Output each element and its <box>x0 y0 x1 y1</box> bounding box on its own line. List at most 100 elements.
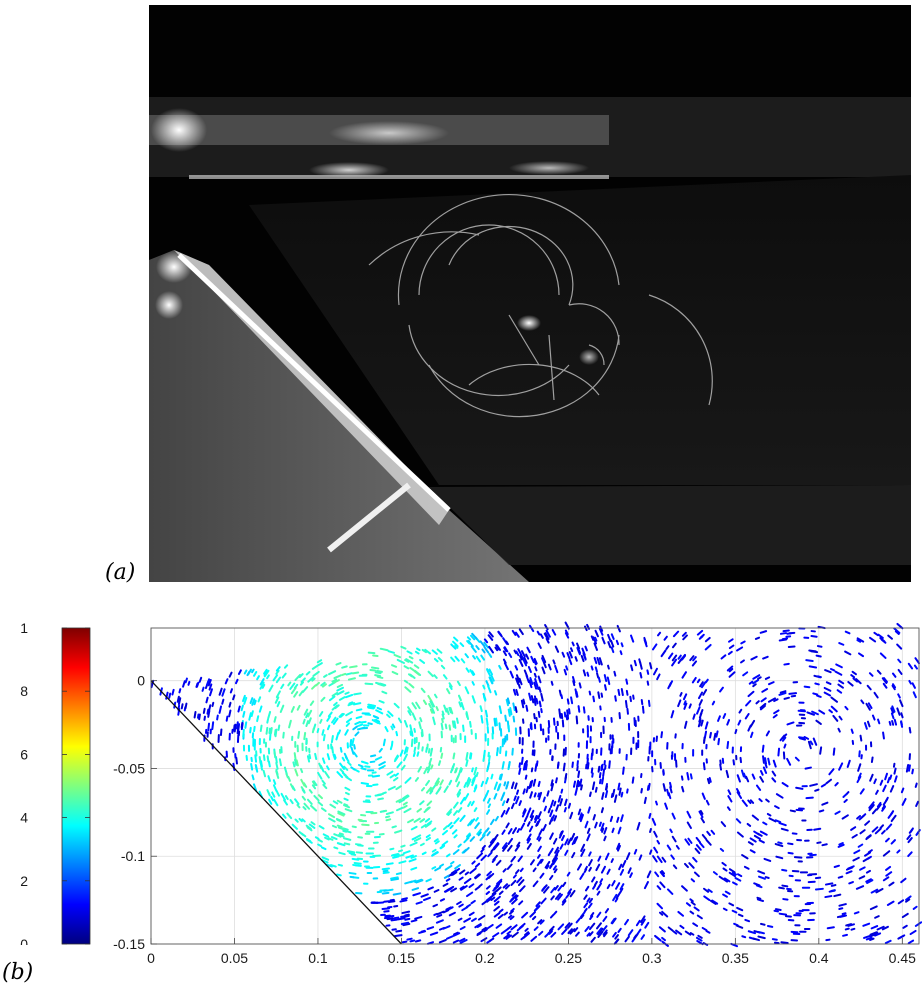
velocity-vector <box>501 800 506 807</box>
velocity-vector <box>616 624 621 633</box>
velocity-vector <box>890 712 895 720</box>
velocity-vector <box>839 914 848 918</box>
velocity-vector <box>323 674 328 678</box>
velocity-vector <box>307 717 312 725</box>
velocity-field-plot: 0 0.05 0.1 0.15 0.2 0.25 0.3 0.35 0.4 0.45 0-0.05… <box>113 621 922 966</box>
velocity-vector <box>306 755 311 763</box>
velocity-vector <box>563 668 568 676</box>
velocity-vector <box>386 917 394 921</box>
velocity-vector <box>460 658 466 664</box>
velocity-vector <box>461 906 469 912</box>
velocity-vector <box>328 817 336 823</box>
velocity-vector <box>409 939 416 943</box>
velocity-vector <box>240 721 244 729</box>
velocity-vector <box>905 763 910 773</box>
velocity-vector <box>777 841 783 845</box>
velocity-vector <box>494 646 499 652</box>
velocity-vector <box>868 801 875 809</box>
velocity-vector <box>274 755 278 764</box>
velocity-vector <box>337 812 345 817</box>
velocity-vector <box>393 755 399 763</box>
velocity-vector <box>506 798 510 804</box>
velocity-vector <box>759 704 766 711</box>
velocity-vector <box>237 705 241 713</box>
velocity-vector <box>453 867 461 874</box>
velocity-vector <box>497 783 502 791</box>
velocity-vector <box>908 726 912 734</box>
velocity-vector <box>671 654 678 662</box>
velocity-vector <box>287 775 291 782</box>
velocity-vector <box>435 919 444 924</box>
velocity-vector <box>866 720 871 728</box>
velocity-vector <box>711 700 716 706</box>
velocity-vector <box>852 856 860 862</box>
velocity-vector <box>526 837 531 844</box>
velocity-vector <box>330 735 334 744</box>
velocity-vector <box>905 895 912 901</box>
velocity-vector <box>577 808 582 816</box>
velocity-vector <box>570 832 576 841</box>
velocity-vector <box>529 677 534 685</box>
velocity-vector <box>187 680 191 686</box>
velocity-vector <box>487 634 494 641</box>
velocity-vector <box>273 750 277 759</box>
velocity-vector <box>376 706 383 711</box>
velocity-vector <box>375 718 381 723</box>
velocity-vector <box>399 749 404 757</box>
velocity-vector <box>557 794 562 803</box>
velocity-vector <box>311 780 317 787</box>
velocity-vector <box>869 636 877 643</box>
velocity-vector <box>425 837 432 842</box>
velocity-vector <box>630 634 635 643</box>
velocity-vector <box>403 794 409 799</box>
velocity-vector <box>569 811 574 820</box>
velocity-vector <box>899 699 904 708</box>
velocity-vector <box>750 655 758 661</box>
velocity-vector <box>914 921 922 927</box>
velocity-vector <box>321 779 326 785</box>
panel-b-label: (b) <box>2 960 34 985</box>
velocity-vector <box>208 683 213 691</box>
velocity-vector <box>528 780 533 790</box>
velocity-vector <box>823 686 832 692</box>
velocity-vector <box>202 707 206 714</box>
velocity-vector <box>896 643 903 650</box>
velocity-vector <box>350 766 356 771</box>
velocity-vector <box>633 848 638 855</box>
velocity-vector <box>311 784 317 790</box>
velocity-vector <box>515 789 520 795</box>
velocity-vector <box>511 629 517 636</box>
velocity-vector <box>541 657 545 662</box>
velocity-vector <box>437 656 443 662</box>
velocity-vector <box>381 867 390 871</box>
velocity-vector <box>786 757 792 766</box>
velocity-vector <box>327 711 333 718</box>
velocity-vector <box>252 783 258 792</box>
velocity-vector <box>686 771 690 781</box>
velocity-vector <box>806 711 816 716</box>
velocity-vector <box>392 855 400 859</box>
velocity-vector <box>596 927 603 935</box>
velocity-vector <box>431 649 438 655</box>
velocity-vector <box>448 682 453 688</box>
velocity-vector <box>855 678 862 685</box>
velocity-vector <box>513 795 517 802</box>
velocity-vector <box>516 924 524 932</box>
velocity-vector <box>410 738 414 748</box>
velocity-vector <box>866 834 872 839</box>
velocity-vector <box>550 931 557 938</box>
velocity-vector <box>248 712 252 721</box>
velocity-vector <box>893 767 897 775</box>
velocity-vector <box>912 691 917 699</box>
velocity-vector <box>821 801 829 806</box>
velocity-vector <box>702 762 706 771</box>
flow-photograph-image <box>149 5 911 582</box>
velocity-vector <box>565 891 572 899</box>
velocity-vector <box>519 822 526 831</box>
velocity-vector <box>480 848 485 853</box>
velocity-vector <box>568 708 571 715</box>
velocity-vector <box>701 792 706 800</box>
velocity-vector <box>602 915 608 922</box>
velocity-vector <box>570 696 574 705</box>
velocity-vector <box>695 936 703 942</box>
